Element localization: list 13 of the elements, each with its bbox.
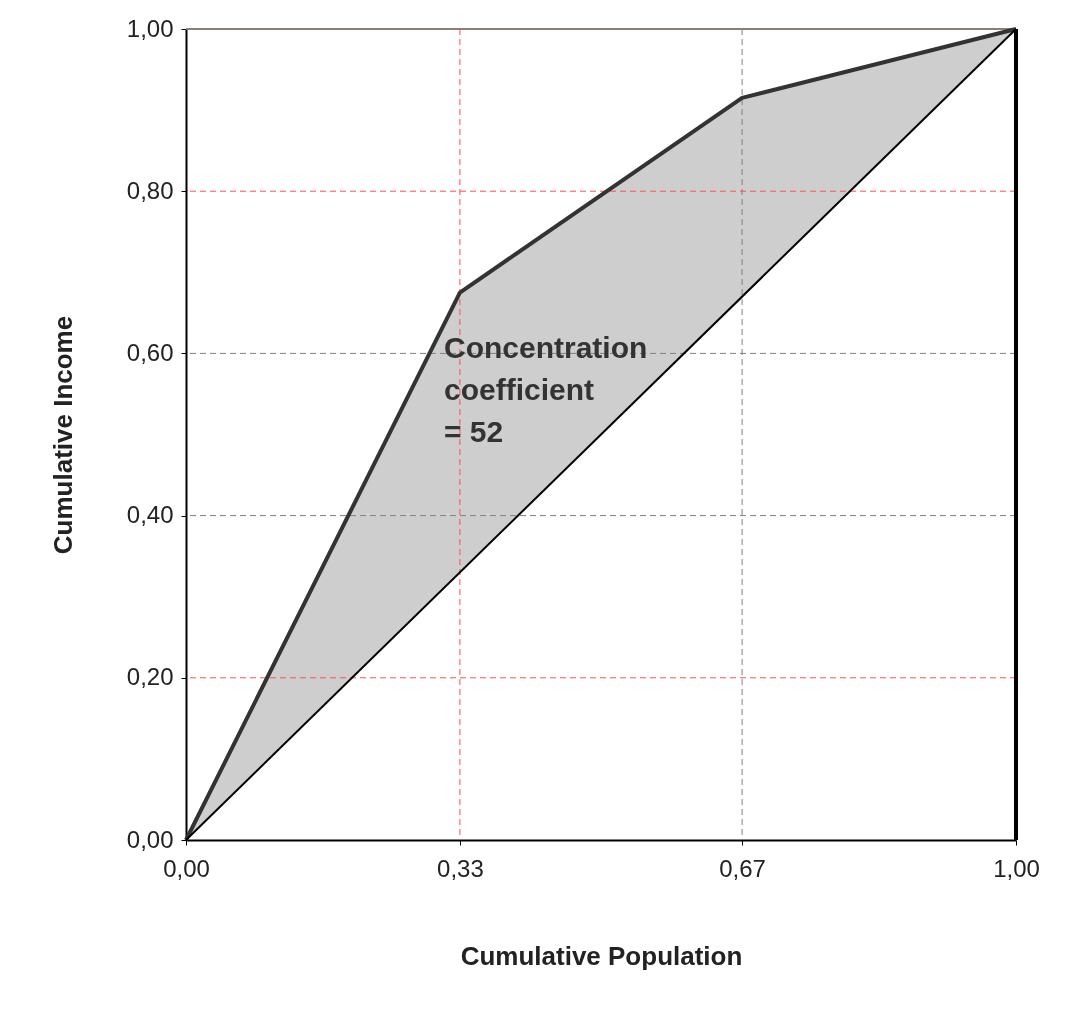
y-tick-label: 1,00: [126, 14, 174, 42]
x-axis-title: Cumulative Population: [460, 940, 743, 971]
x-tick-label: 0,33: [437, 854, 484, 882]
annotation: Concentration coefficient = 52: [444, 331, 648, 448]
y-tick-label: 0,60: [126, 338, 174, 366]
y-axis-title: Cumulative Income: [47, 315, 78, 555]
y-tick-label: 0,40: [126, 501, 174, 529]
x-tick-label: 1,00: [993, 854, 1040, 882]
x-tick-label: 0,67: [719, 854, 766, 882]
y-tick-label: 0,20: [126, 663, 174, 691]
x-tick-label: 0,00: [163, 854, 210, 882]
y-tick-label: 0,00: [126, 825, 174, 853]
y-tick-label: 0,80: [126, 176, 174, 204]
